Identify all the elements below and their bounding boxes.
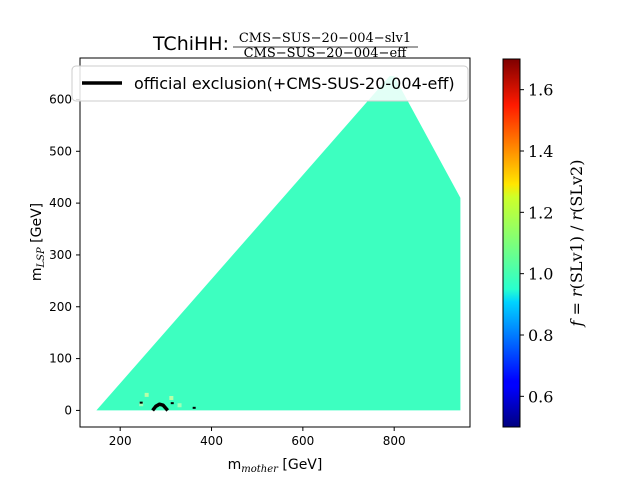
legend-entry: official exclusion(+CMS-SUS-20-004-eff) [134, 74, 455, 93]
plot-area [96, 76, 461, 412]
x-tick-label: 400 [200, 434, 223, 448]
colorbar-tick-label: 1.4 [528, 142, 553, 161]
colorbar-ticks: 0.6 0.8 1.0 1.2 1.4 1.6 [520, 81, 553, 406]
heatmap-cell [144, 392, 149, 397]
plot-frame [79, 57, 471, 428]
y-tick-label: 0 [64, 403, 72, 417]
exclusion-curve [151, 402, 170, 412]
x-tick-label: 600 [291, 434, 314, 448]
colorbar: 0.6 0.8 1.0 1.2 1.4 1.6 f = r(SLv1) / r(SLv2) [502, 58, 586, 428]
y-tick-label: 100 [49, 352, 72, 366]
colorbar-tick-label: 1.2 [528, 203, 553, 222]
heatmap-region [96, 76, 461, 411]
x-tick-label: 200 [109, 434, 132, 448]
title-text: TChiHH: [152, 33, 229, 55]
colorbar-label: f = r(SLv1) / r(SLv2) [567, 160, 586, 328]
y-tick-label: 600 [49, 92, 72, 106]
title-numerator: CMS−SUS−20−004−slv1 [239, 31, 411, 46]
x-axis-label: mmother [GeV] [228, 457, 323, 475]
heatmap-cell [139, 402, 144, 407]
exclusion-fragment [170, 402, 174, 405]
colorbar-gradient [503, 59, 520, 427]
exclusion-fragment [139, 401, 143, 404]
y-tick-label: 500 [49, 144, 72, 158]
legend-box [71, 65, 469, 102]
heatmap-speckles [139, 392, 196, 409]
chart-title: TChiHH: CMS−SUS−20−004−slv1 CMS−SUS−20−0… [152, 31, 418, 61]
exclusion-fragment [192, 406, 196, 409]
colorbar-tick-label: 1.0 [528, 265, 553, 284]
colorbar-frame [502, 58, 521, 428]
colorbar-tick-label: 1.6 [528, 81, 553, 100]
title-denominator: CMS−SUS−20−004−eff [244, 46, 409, 61]
heatmap-cell [177, 403, 182, 408]
colorbar-tick-label: 0.6 [528, 387, 553, 406]
legend: official exclusion(+CMS-SUS-20-004-eff) [71, 65, 469, 102]
y-axis-label: mLSP [GeV] [29, 203, 47, 281]
x-axis-ticks: 200 400 600 800 [109, 427, 406, 448]
y-tick-label: 400 [49, 196, 72, 210]
colorbar-tick-label: 0.8 [528, 326, 553, 345]
y-tick-label: 200 [49, 300, 72, 314]
heatmap-cell [169, 395, 174, 400]
x-tick-label: 800 [383, 434, 406, 448]
y-axis-ticks: 0 100 200 300 400 500 600 [49, 92, 80, 417]
y-tick-label: 300 [49, 248, 72, 262]
